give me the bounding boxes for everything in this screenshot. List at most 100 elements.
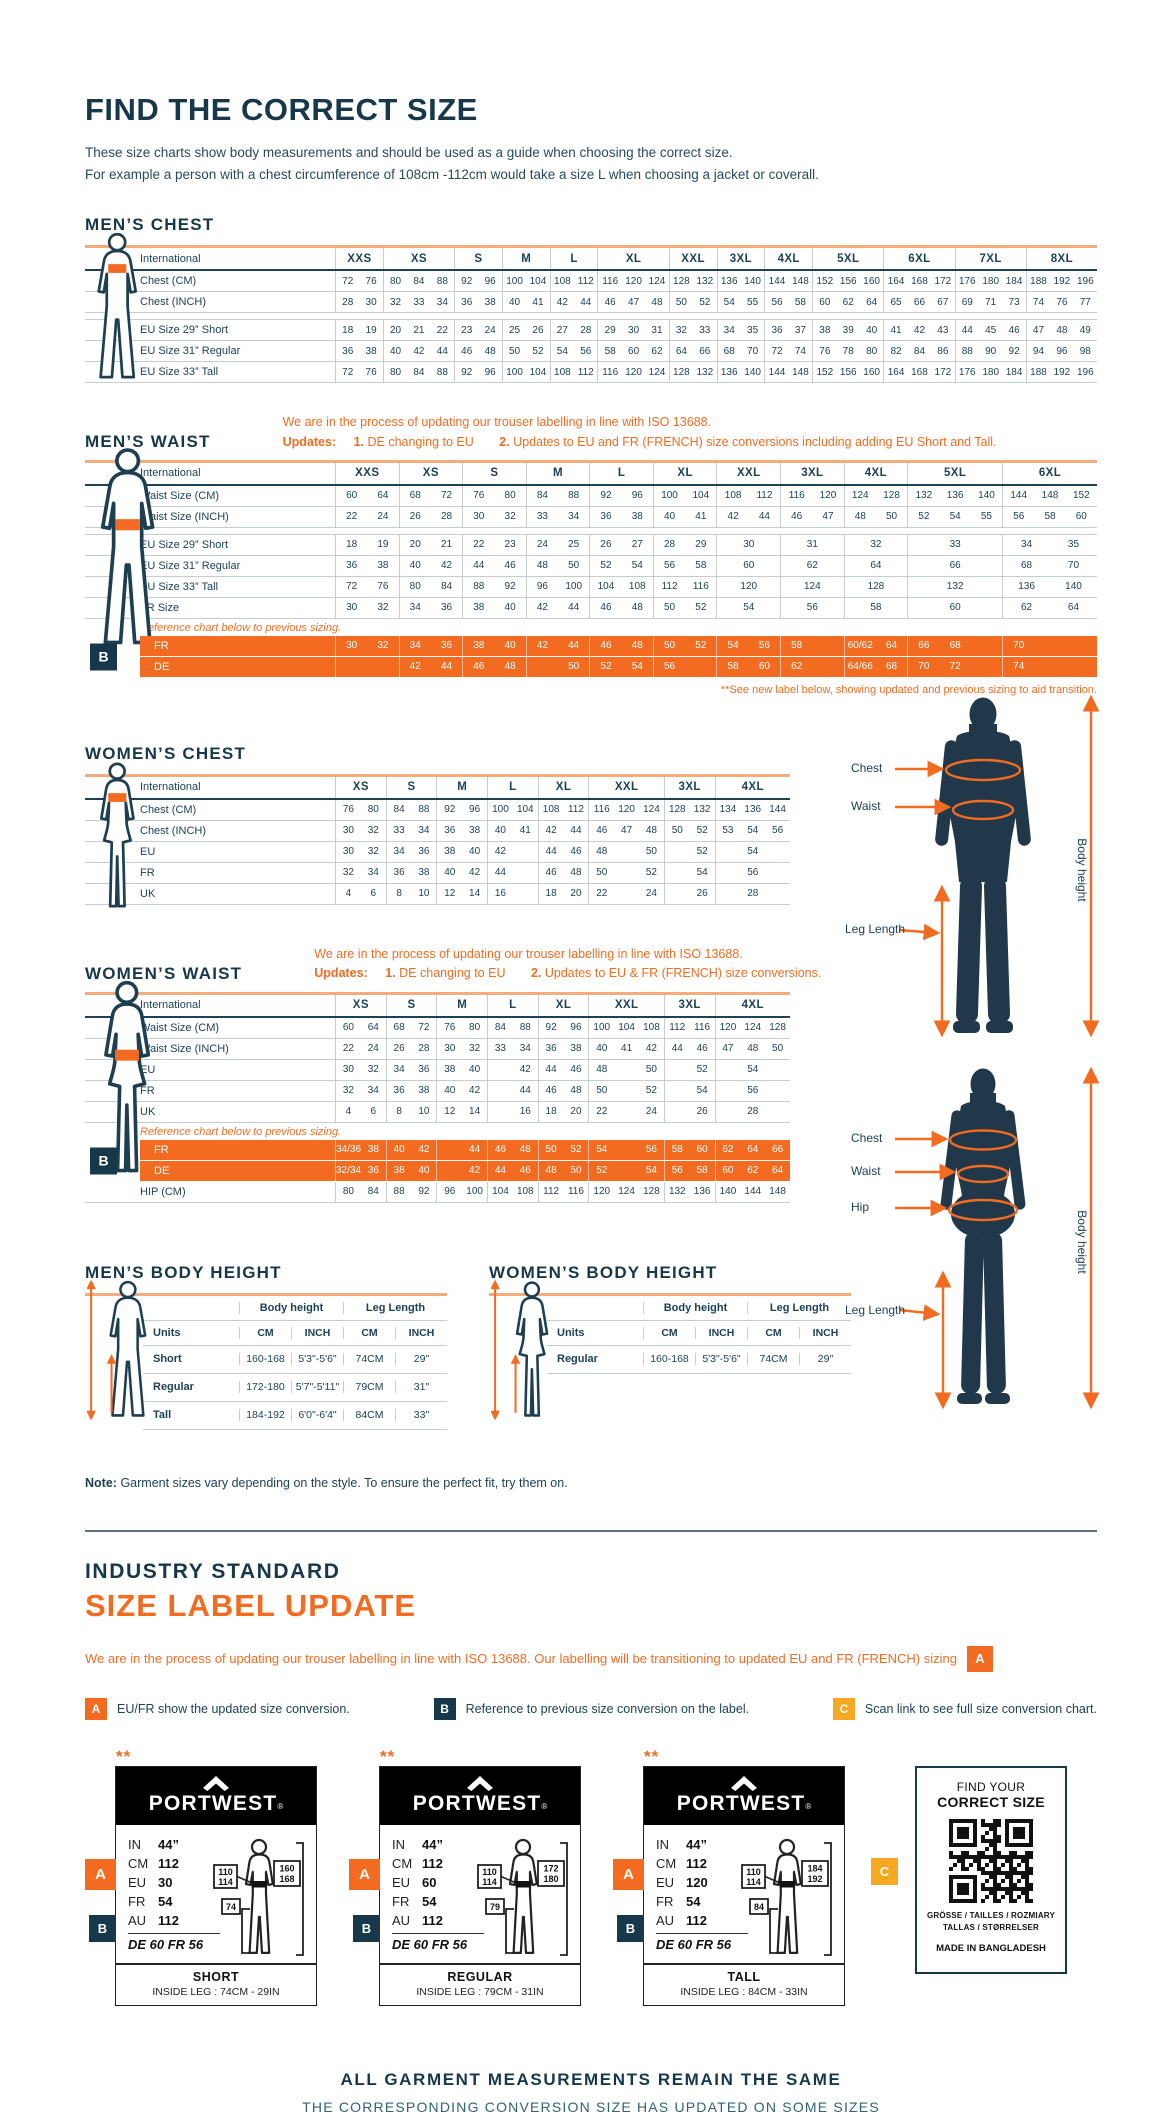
size-group: 124 xyxy=(780,576,844,597)
table-cell: 50 xyxy=(596,1085,608,1097)
unit-cell: CM xyxy=(643,1326,695,1339)
table-cell: 18 xyxy=(545,888,557,900)
table-cell: 32 xyxy=(342,1085,354,1097)
row-label: EU Size 29” Short xyxy=(140,538,229,551)
size-group: 18 20 xyxy=(537,1101,589,1122)
iso-note-line: We are in the process of updating our tr… xyxy=(314,946,743,961)
size-group: M xyxy=(436,776,487,798)
size-group: 69 71 73 xyxy=(954,292,1026,313)
size-group: 116 120 124 xyxy=(597,362,668,383)
table-cell: 42 xyxy=(536,602,548,614)
table-cell: 50 xyxy=(570,1165,582,1177)
table-cell: 64 xyxy=(367,1022,379,1034)
size-value: 112 xyxy=(422,1912,443,1928)
size-group: 38 39 40 xyxy=(812,320,883,341)
womens-chest-heading: WOMEN’S CHEST xyxy=(85,743,247,763)
size-group: 56 xyxy=(780,597,844,618)
fit-name: SHORT xyxy=(192,1969,240,1984)
table-cell: 42 xyxy=(494,846,506,858)
unit-label: FR xyxy=(392,1893,410,1909)
table-cell xyxy=(716,842,741,862)
size-group: 48 50 xyxy=(843,506,908,527)
height-cell: 5'7"-5'11" xyxy=(291,1381,343,1394)
table-cell: 22 xyxy=(596,888,608,900)
size-group: 100 104 xyxy=(501,362,550,383)
table-cell: 44 xyxy=(469,1144,481,1156)
table-cell: 8XL xyxy=(1050,252,1074,265)
table-cell: 46 xyxy=(570,846,582,858)
size-group: 16 xyxy=(487,1101,538,1122)
table-cell: 76 xyxy=(365,366,377,378)
table-cell: 22 xyxy=(342,1043,354,1055)
table-cell: 38 xyxy=(631,511,643,523)
size-group: 152 156 160 xyxy=(812,362,883,383)
size-group: 40 42 xyxy=(398,555,463,576)
mens-waist-table: International XXS XS S M L XL XXL 3XL 4XL 5XL 6XL Wa… xyxy=(85,448,1097,678)
table-cell: 62 xyxy=(651,345,663,357)
table-cell: 33 xyxy=(393,825,405,837)
table-cell xyxy=(614,1081,639,1101)
size-value: 112 xyxy=(686,1855,707,1871)
table-cell: XL xyxy=(677,467,693,480)
table-row: Waist Size (CM) 60 64 68 72 76 80 84 88 92 96 100 10… xyxy=(85,485,1097,507)
table-cell: 35 xyxy=(747,324,759,336)
size-row: IN 44” xyxy=(656,1835,740,1854)
table-cell: M xyxy=(457,999,468,1012)
inside-leg: INSIDE LEG : 84CM - 33IN xyxy=(680,1985,808,1998)
table-cell: 6 xyxy=(370,888,377,900)
intro-line-2: For example a person with a chest circum… xyxy=(85,166,819,182)
table-row: EU Size 33” Tall 72 76 80 84 88 92 96 100 104 108 1… xyxy=(85,362,1097,384)
table-cell: 5XL xyxy=(837,252,860,265)
size-group: 76 80 xyxy=(462,485,526,506)
table-cell: 140 xyxy=(719,1186,737,1198)
table-cell: 104 xyxy=(597,581,615,593)
size-group: 44 46 xyxy=(487,1160,538,1181)
size-group: 38 40 xyxy=(462,635,526,656)
table-cell: 38 xyxy=(393,1165,405,1177)
table-cell: 32 xyxy=(377,602,389,614)
size-group: 84 88 xyxy=(385,799,437,820)
table-cell: 28 xyxy=(663,539,676,551)
size-group: 46 48 xyxy=(487,1139,538,1160)
table-cell: 36 xyxy=(367,1165,379,1177)
table-cell: 96 xyxy=(1056,345,1068,357)
size-group: 144 148 152 xyxy=(1002,485,1097,506)
c-badge: C xyxy=(871,1857,898,1885)
size-group: 60 64 xyxy=(335,485,399,506)
table-cell: 34 xyxy=(393,846,405,858)
size-group: 42 xyxy=(436,1160,487,1181)
size-group: XXS xyxy=(335,462,399,484)
table-cell: 48 xyxy=(596,846,608,858)
table-cell: 23 xyxy=(461,324,473,336)
page-title: FIND THE CORRECT SIZE xyxy=(85,92,478,127)
table-cell: 47 xyxy=(1032,324,1045,336)
table-cell: 10 xyxy=(418,1106,430,1118)
table-cell: 120 xyxy=(719,1022,737,1034)
row-label: Chest (CM) xyxy=(140,803,197,816)
unit-label: AU xyxy=(128,1912,147,1928)
table-cell: 52 xyxy=(570,1144,582,1156)
table-cell: 88 xyxy=(568,490,580,502)
size-value: 60 xyxy=(422,1874,437,1890)
mens-chest-table: International XXS XS S M L XL XXL 3XL 4XL 5XL 6XL 7X… xyxy=(85,233,1097,384)
table-cell: 36 xyxy=(440,602,453,614)
table-cell xyxy=(614,1161,639,1181)
table-cell: 88 xyxy=(961,345,973,357)
table-cell: M xyxy=(553,467,564,480)
size-group: 56 xyxy=(652,656,717,677)
row-label: FR xyxy=(154,639,169,652)
size-group: 46 47 48 xyxy=(597,292,668,313)
table-cell: 152 xyxy=(1072,490,1090,502)
size-group: 100 104 xyxy=(487,799,538,820)
size-group: 48 50 xyxy=(588,841,664,862)
a-badge: A xyxy=(966,1645,993,1672)
height-row: Regular 160-168 5'3"-5'6" 74CM 29" xyxy=(547,1346,851,1374)
table-cell: 26 xyxy=(409,511,421,523)
table-cell: 38 xyxy=(377,560,389,572)
size-group: 44 xyxy=(487,862,538,883)
label-body: IN 44” CM 112 EU 30 FR 54 AU 112 DE 60 FR 56 110 114… xyxy=(116,1825,316,1963)
table-row: Waist Size (CM) 60 64 68 72 76 80 84 88 92 96 100 10… xyxy=(85,1017,790,1039)
table-cell: 92 xyxy=(600,490,612,502)
inside-leg: INSIDE LEG : 74CM - 29IN xyxy=(152,1985,280,1998)
svg-text:110: 110 xyxy=(482,1867,497,1877)
